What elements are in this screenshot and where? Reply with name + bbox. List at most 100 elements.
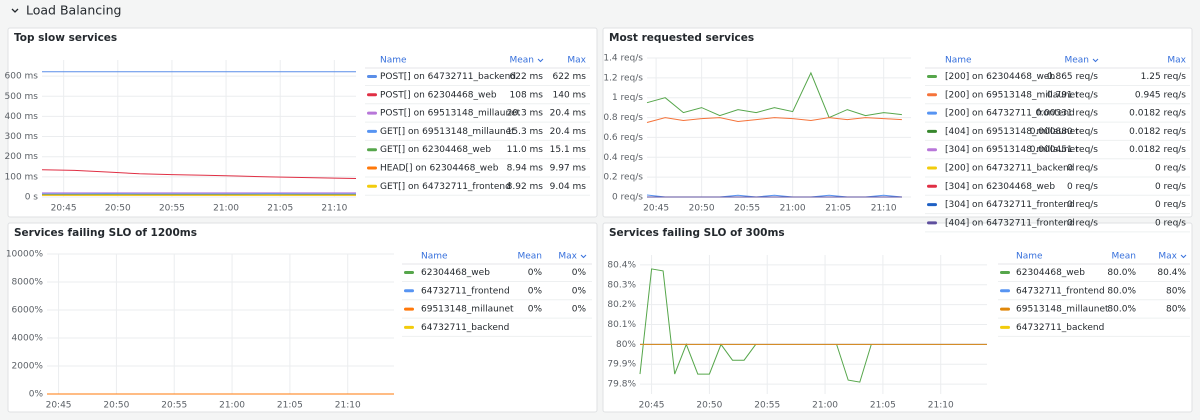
legend-name[interactable]: 62304468_web bbox=[1016, 268, 1085, 278]
legend-header[interactable]: Mean bbox=[517, 252, 542, 262]
legend-name[interactable]: 62304468_web bbox=[421, 268, 490, 278]
legend-swatch bbox=[404, 307, 414, 311]
legend-max: 0% bbox=[572, 305, 587, 315]
legend-max: 622 ms bbox=[553, 72, 587, 82]
x-tick-label: 21:00 bbox=[780, 204, 806, 214]
legend-header[interactable]: Max bbox=[567, 56, 586, 66]
legend-name[interactable]: [200] on 64732711_backend bbox=[945, 164, 1074, 174]
y-tick-label: 200 ms bbox=[5, 152, 39, 162]
y-tick-label: 80% bbox=[616, 340, 636, 350]
legend-name[interactable]: [304] on 69513148_millaunet bbox=[945, 145, 1079, 155]
legend-header[interactable]: Max bbox=[1158, 252, 1177, 262]
legend-mean: 80.0% bbox=[1107, 305, 1136, 315]
x-tick-label: 20:45 bbox=[51, 204, 77, 214]
legend-mean: 80.0% bbox=[1107, 268, 1136, 278]
legend-name[interactable]: POST[] on 62304468_web bbox=[380, 90, 497, 100]
series-line bbox=[646, 71, 902, 119]
legend-name[interactable]: 64732711_backend bbox=[1016, 323, 1104, 333]
legend-max: 80% bbox=[1166, 286, 1186, 296]
legend-swatch bbox=[927, 148, 937, 152]
legend-header[interactable]: Name bbox=[421, 252, 448, 262]
legend-max: 80.4% bbox=[1157, 268, 1186, 278]
legend-swatch bbox=[1000, 289, 1010, 293]
legend-header[interactable]: Mean bbox=[509, 56, 534, 66]
x-tick-label: 21:05 bbox=[825, 204, 851, 214]
legend-name[interactable]: 64732711_backend bbox=[421, 323, 509, 333]
y-tick-label: 80.3% bbox=[607, 280, 636, 290]
legend-mean: 8.94 ms bbox=[507, 164, 544, 174]
legend-name[interactable]: 69513148_millaunet bbox=[421, 305, 514, 315]
legend-name[interactable]: GET[] on 64732711_frontend bbox=[380, 182, 511, 192]
legend-name[interactable]: 69513148_millaunet bbox=[1016, 305, 1109, 315]
legend-mean: 0 req/s bbox=[1067, 182, 1098, 192]
legend-swatch bbox=[927, 184, 937, 188]
legend-name[interactable]: HEAD[] on 62304468_web bbox=[380, 164, 499, 174]
legend-max: 20.4 ms bbox=[550, 109, 587, 119]
y-tick-label: 600 ms bbox=[5, 72, 39, 82]
legend-name[interactable]: [404] on 69513148_millaunet bbox=[945, 127, 1079, 137]
legend-mean: 0.00331 req/s bbox=[1035, 109, 1098, 119]
legend-swatch bbox=[927, 129, 937, 133]
legend-name[interactable]: [200] on 62304468_web bbox=[945, 72, 1055, 82]
legend-max: 80% bbox=[1166, 305, 1186, 315]
y-tick-label: 300 ms bbox=[5, 132, 39, 142]
legend-header[interactable]: Mean bbox=[1064, 56, 1089, 66]
legend-name[interactable]: [304] on 64732711_frontend bbox=[945, 200, 1075, 210]
legend-max: 1.25 req/s bbox=[1141, 72, 1187, 82]
legend-name[interactable]: GET[] on 69513148_millaunet bbox=[380, 127, 515, 137]
legend-swatch bbox=[367, 129, 377, 133]
legend-swatch bbox=[1000, 307, 1010, 311]
y-tick-label: 1.2 req/s bbox=[603, 73, 643, 83]
x-tick-label: 21:00 bbox=[213, 204, 239, 214]
legend-name[interactable]: [404] on 64732711_frontend bbox=[945, 218, 1075, 228]
legend-max: 9.04 ms bbox=[550, 182, 587, 192]
legend-header[interactable]: Max bbox=[1167, 56, 1186, 66]
legend-mean: 0% bbox=[528, 305, 543, 315]
legend-name[interactable]: 64732711_frontend bbox=[1016, 286, 1105, 296]
legend-mean: 622 ms bbox=[510, 72, 544, 82]
y-tick-label: 79.9% bbox=[607, 360, 636, 370]
collapse-icon[interactable] bbox=[11, 8, 19, 13]
legend-header[interactable]: Name bbox=[380, 56, 407, 66]
panel bbox=[7, 222, 598, 413]
legend-header[interactable]: Name bbox=[1016, 252, 1043, 262]
legend-max: 0 req/s bbox=[1155, 200, 1186, 210]
legend-swatch bbox=[927, 75, 937, 78]
legend-name[interactable]: POST[] on 64732711_backend bbox=[380, 72, 516, 82]
x-tick-label: 20:55 bbox=[161, 401, 187, 411]
y-tick-label: 0 req/s bbox=[612, 193, 643, 203]
legend-header[interactable]: Mean bbox=[1111, 252, 1136, 262]
legend-max: 0.945 req/s bbox=[1135, 90, 1186, 100]
legend-name[interactable]: GET[] on 62304468_web bbox=[380, 145, 491, 155]
y-tick-label: 1 req/s bbox=[612, 93, 643, 103]
row-title[interactable]: Load Balancing bbox=[26, 3, 121, 18]
x-tick-label: 20:55 bbox=[754, 401, 780, 411]
legend-swatch bbox=[367, 111, 377, 115]
legend-header[interactable]: Max bbox=[558, 252, 577, 262]
x-tick-label: 21:05 bbox=[277, 401, 303, 411]
legend-max: 0.0182 req/s bbox=[1129, 109, 1186, 119]
legend-mean: 11.0 ms bbox=[507, 145, 544, 155]
legend-name[interactable]: 64732711_frontend bbox=[421, 286, 510, 296]
x-tick-label: 21:10 bbox=[321, 204, 347, 214]
y-tick-label: 400 ms bbox=[5, 112, 39, 122]
legend-name[interactable]: [200] on 64732711_frontend bbox=[945, 109, 1075, 119]
legend-header[interactable]: Name bbox=[945, 56, 972, 66]
x-tick-label: 20:45 bbox=[46, 401, 72, 411]
legend-max: 0% bbox=[572, 286, 587, 296]
series-line bbox=[646, 117, 902, 123]
x-tick-label: 21:00 bbox=[219, 401, 245, 411]
legend-mean: 0 req/s bbox=[1067, 218, 1098, 228]
legend-name[interactable]: [304] on 62304468_web bbox=[945, 182, 1055, 192]
y-tick-label: 80.2% bbox=[607, 300, 636, 310]
y-tick-label: 79.8% bbox=[607, 380, 636, 390]
panel-title: Most requested services bbox=[609, 32, 754, 44]
y-tick-label: 4000% bbox=[12, 334, 44, 344]
legend-mean: 0.000451 req/s bbox=[1030, 145, 1099, 155]
legend-name[interactable]: POST[] on 69513148_millaunet bbox=[380, 109, 521, 119]
y-tick-label: 6000% bbox=[12, 306, 44, 316]
legend-swatch bbox=[1000, 325, 1010, 329]
legend-name[interactable]: [200] on 69513148_millaunet bbox=[945, 90, 1079, 100]
legend-mean: 80.0% bbox=[1107, 286, 1136, 296]
legend-mean: 0.000880 req/s bbox=[1030, 127, 1099, 137]
